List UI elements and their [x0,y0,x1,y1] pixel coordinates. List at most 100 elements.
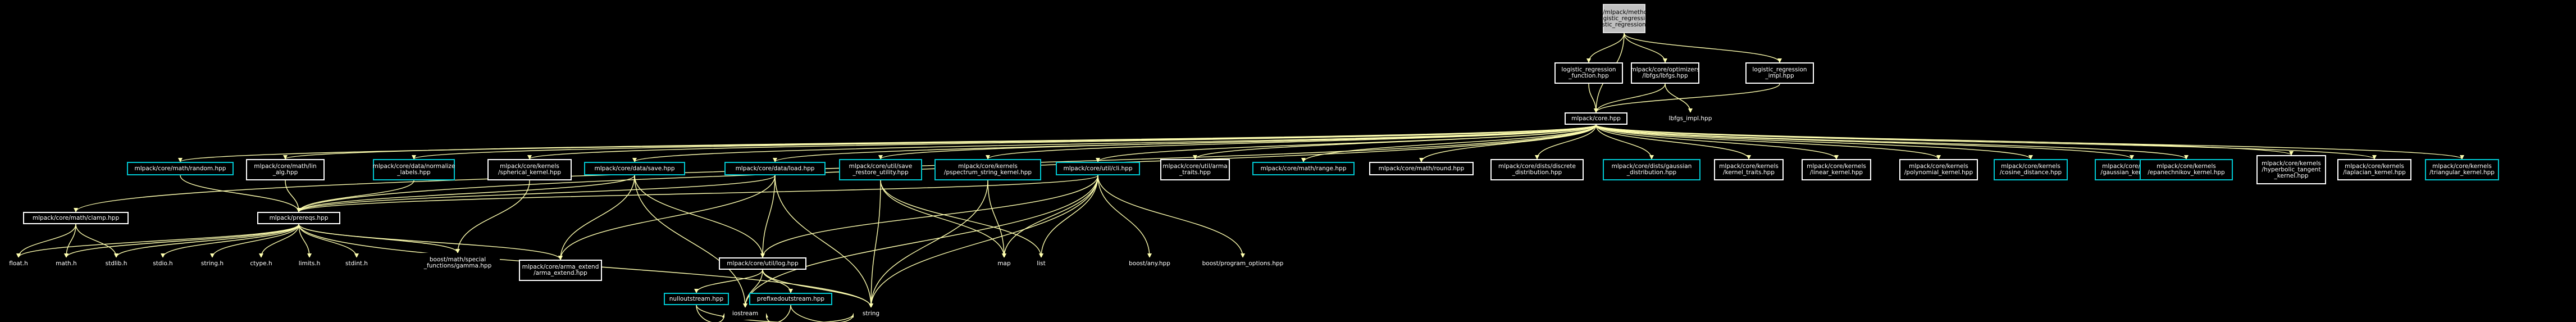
edge-node-core-hpp-to-node-normalize-labels [412,124,1597,160]
node-stdio-h[interactable]: stdio.h [148,257,177,270]
edge-node-log-to-node-string [762,269,873,308]
node-prefixedoutstream[interactable]: prefixedoutstream.hpp [749,293,832,305]
node-program-options[interactable]: boost/program_options.hpp [1195,257,1291,270]
edge-node-core-hpp-to-node-arma-traits [1193,124,1597,160]
node-clamp[interactable]: mlpack/core/math/clamp.hpp [23,212,129,224]
edge-node-prereqs-to-node-ctype-h [259,224,299,258]
edge-node-prereqs-to-node-stdio-h [161,224,299,258]
node-kernel-traits[interactable]: mlpack/core/kernels /kernel_traits.hpp [1714,159,1784,180]
node-polynomial-kernel[interactable]: mlpack/core/kernels /polynomial_kernel.h… [1899,159,1978,180]
node-prereqs[interactable]: mlpack/prereqs.hpp [257,212,340,224]
edge-node-root-to-node-logistic-regression-impl [1624,33,1782,63]
edge-node-save-to-node-log [634,175,765,258]
node-gaussian-distribution[interactable]: mlpack/core/dists/gaussian _distribution… [1603,159,1700,180]
edge-node-log-to-node-iostream [743,269,763,308]
edge-node-core-hpp-to-node-clamp [74,124,1597,212]
node-range[interactable]: mlpack/core/math/range.hpp [1252,162,1355,175]
edge-node-cli-to-node-log [760,175,1098,258]
edge-node-lin-alg-to-node-prereqs [285,180,301,212]
edge-node-core-hpp-to-node-discrete-distribution [1535,124,1597,160]
node-spherical-kernel[interactable]: mlpack/core/kernels /spherical_kernel.hp… [487,159,572,180]
edge-node-cli-to-node-list [1039,175,1098,258]
node-nulloutstream[interactable]: nulloutstream.hpp [664,293,729,305]
node-cosine-distance[interactable]: mlpack/core/kernels /cosine_distance.hpp [1994,159,2068,180]
node-random[interactable]: mlpack/core/math/random.hpp [127,162,234,175]
edge-node-save-to-node-arma-extend [558,175,635,260]
node-logistic-regression-impl[interactable]: logistic_regression _impl.hpp [1745,62,1814,84]
edge-node-core-hpp-to-node-save [632,124,1597,162]
node-save-restore-utility[interactable]: mlpack/core/util/save _restore_utility.h… [839,159,922,180]
edge-node-load-to-node-log [760,175,776,258]
node-logistic-regression-function[interactable]: logistic_regression _function.hpp [1554,62,1623,84]
node-log[interactable]: mlpack/core/util/log.hpp [719,257,806,270]
node-list[interactable]: list [1031,257,1051,270]
edge-node-cli-to-node-iostream [743,175,1098,308]
edge-node-core-hpp-to-node-linear-kernel [1595,124,1839,160]
edge-node-clamp-to-node-stdlib-h [75,224,118,258]
edge-node-cli-to-node-string [869,175,1098,308]
edge-node-prereqs-to-node-math-h [64,224,299,258]
node-load[interactable]: mlpack/core/data/load.hpp [724,162,826,175]
edge-node-core-hpp-to-node-gaussian-distribution [1595,124,1654,160]
edge-node-cli-to-node-prereqs [297,175,1098,212]
edge-node-prereqs-to-node-stdlib-h [114,224,299,258]
node-core-hpp[interactable]: mlpack/core.hpp [1565,112,1627,125]
edge-node-save-to-node-iostream [634,175,747,308]
edge-node-core-hpp-to-node-spherical-kernel [527,124,1597,160]
node-lbfgs-impl[interactable]: lbfgs_impl.hpp [1662,112,1718,125]
node-math-h[interactable]: math.h [52,257,81,270]
edge-node-clamp-to-node-float-h [16,224,76,258]
node-float-h[interactable]: float.h [6,257,31,270]
node-round[interactable]: mlpack/core/math/round.hpp [1369,162,1474,175]
node-discrete-distribution[interactable]: mlpack/core/dists/discrete _distribution… [1490,159,1584,180]
edge-node-cli-to-node-map [1002,175,1098,258]
edge-node-prereqs-to-node-stdint-h [298,224,359,258]
node-limits-h[interactable]: limits.h [294,257,325,270]
node-root: src/mlpack/methods /logistic_regression … [1589,4,1659,33]
edge-node-pspectrum-string-kernel-to-node-map [987,180,1006,258]
edge-node-root-to-node-lbfgs [1624,33,1667,63]
node-stdlib-h[interactable]: stdlib.h [101,257,131,270]
node-hyperbolic-tangent-kernel[interactable]: mlpack/core/kernels /hyperbolic_tangent … [2256,155,2326,184]
node-epanechnikov-kernel[interactable]: mlpack/core/kernels /epanechnikov_kernel… [2140,159,2233,180]
node-laplacian-kernel[interactable]: mlpack/core/kernels /laplacian_kernel.hp… [2337,159,2411,180]
edge-node-normalize-labels-to-node-prereqs [297,180,414,212]
node-pspectrum-string-kernel[interactable]: mlpack/core/kernels /pspectrum_string_ke… [934,159,1041,180]
edge-node-logistic-regression-function-to-node-core-hpp [1588,83,1598,113]
node-save[interactable]: mlpack/core/data/save.hpp [584,162,685,175]
node-gamma[interactable]: boost/math/special _functions/gamma.hpp [416,253,500,273]
edge-node-core-hpp-to-node-pspectrum-string-kernel [986,124,1597,160]
edge-node-core-hpp-to-node-polynomial-kernel [1595,124,1941,160]
edge-node-core-hpp-to-node-triangular-kernel [1595,124,2464,160]
node-triangular-kernel[interactable]: mlpack/core/kernels /triangular_kernel.h… [2425,159,2499,180]
edge-node-load-to-node-arma-extend [558,175,776,260]
node-ctype-h[interactable]: ctype.h [246,257,276,270]
edge-node-core-hpp-to-node-cosine-distance [1595,124,2033,160]
edge-node-save-to-node-prereqs [297,175,635,212]
edge-node-save-restore-utility-to-node-list [880,180,1043,258]
edge-node-logistic-regression-impl-to-node-core-hpp [1594,83,1780,113]
node-arma-traits[interactable]: mlpack/core/util/arma _traits.hpp [1160,159,1230,180]
node-arma-extend[interactable]: mlpack/core/arma_extend /arma_extend.hpp [519,260,602,281]
node-boost-any[interactable]: boost/any.hpp [1121,257,1178,270]
edge-node-nulloutstream-to-node-string [696,305,856,322]
edge-node-prefixedoutstream-to-node-iostream [764,305,791,322]
node-linear-kernel[interactable]: mlpack/core/kernels /linear_kernel.hpp [1802,159,1871,180]
edge-node-cli-to-node-boost-any [1097,175,1152,258]
edge-node-lbfgs-to-node-lbfgs-impl [1665,83,1693,113]
node-string[interactable]: string [854,307,888,320]
node-lin-alg[interactable]: mlpack/core/math/lin _alg.hpp [246,159,325,180]
node-cli[interactable]: mlpack/core/util/cli.hpp [1056,162,1140,175]
node-iostream[interactable]: iostream [724,307,766,320]
edge-node-prereqs-to-node-arma-extend [298,224,563,260]
node-stdint-h[interactable]: stdint.h [341,257,372,270]
node-map[interactable]: map [994,257,1014,270]
edge-node-load-to-node-string [774,175,873,308]
node-lbfgs[interactable]: mlpack/core/optimizers /lbfgs/lbfgs.hpp [1631,62,1699,84]
edge-node-core-hpp-to-node-gaussian-kernel [1595,124,2134,160]
node-normalize-labels[interactable]: mlpack/core/data/normalize _labels.hpp [373,159,455,180]
edge-node-save-restore-utility-to-node-string [869,180,881,308]
edge-node-core-hpp-to-node-kernel-traits [1595,124,1751,160]
node-string-h[interactable]: string.h [197,257,228,270]
edge-node-core-hpp-to-node-laplacian-kernel [1595,124,2377,160]
